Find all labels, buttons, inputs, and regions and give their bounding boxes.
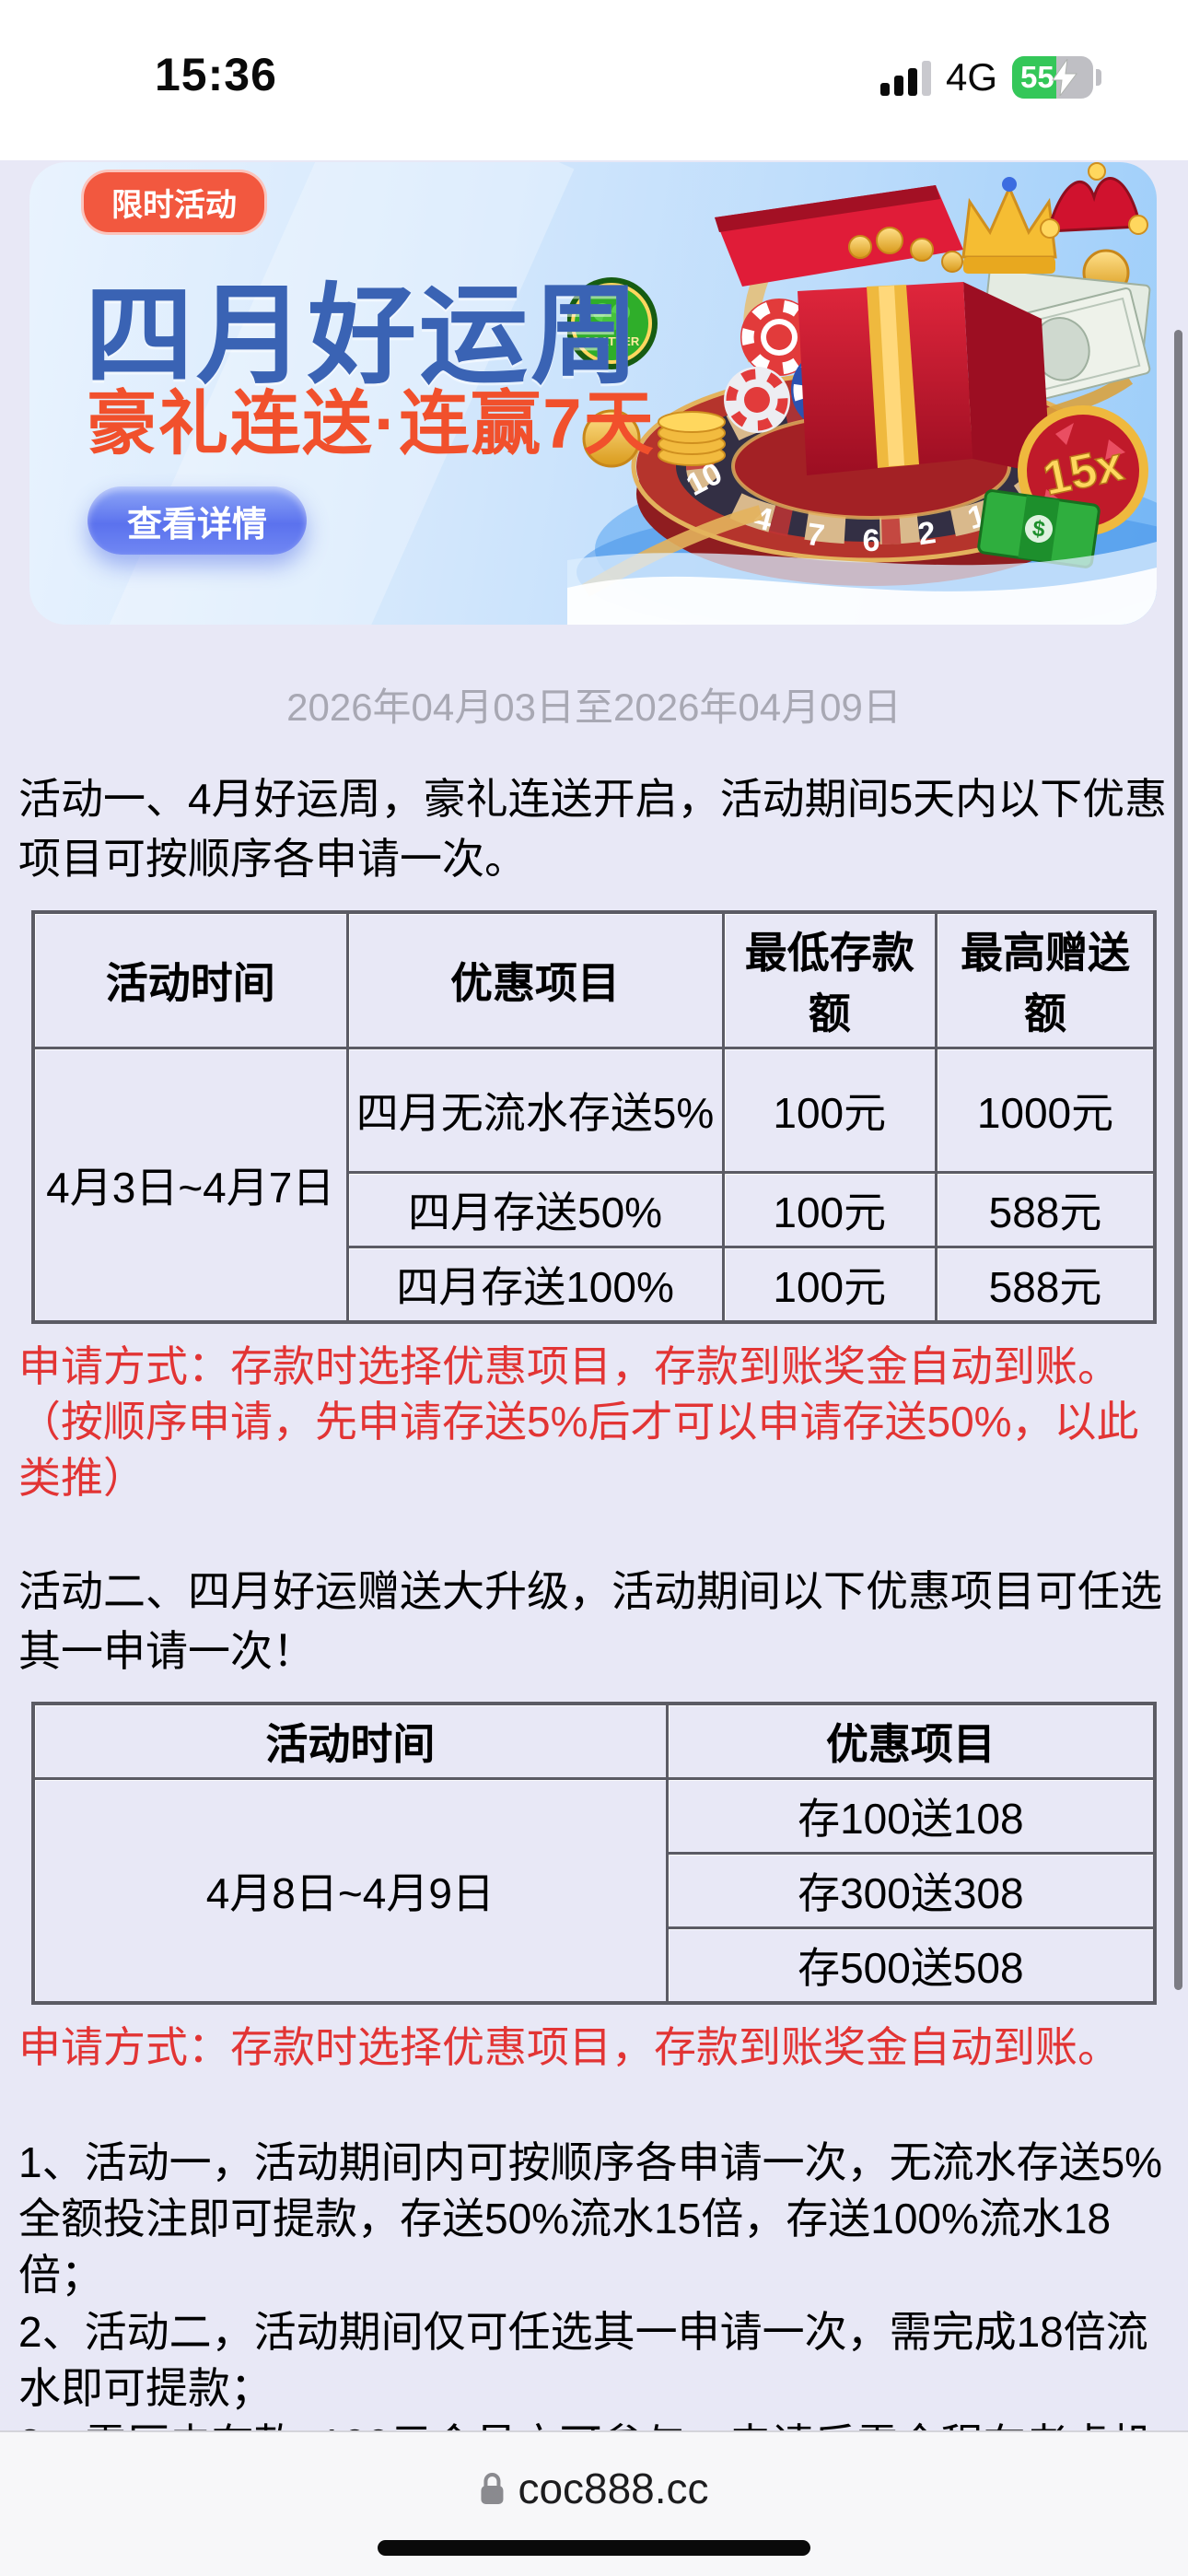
url-text: coc888.cc <box>518 2465 709 2512</box>
banner-subtitle: 豪礼连送·连赢7天 <box>87 385 656 463</box>
coin-stack <box>658 411 726 466</box>
table-row: 存500送508 <box>33 1926 1157 2005</box>
charging-bolt-icon <box>1052 59 1077 96</box>
activity1-intro: 活动一、4月好运周，豪礼连送开启，活动期间5天内以下优惠项目可按顺序各申请一次。 <box>18 775 1168 884</box>
item-cell: 四月存送50% <box>345 1170 725 1248</box>
min-deposit-cell: 100元 <box>721 1046 938 1174</box>
table-header-row: 活动时间 优惠项目 <box>31 1702 1157 1781</box>
item-cell: 存500送508 <box>665 1926 1157 2005</box>
crown-icon <box>961 177 1057 274</box>
table-row: 4月8日~4月9日 存100送108 <box>31 1777 1157 2005</box>
scrollbar[interactable] <box>1174 330 1182 1990</box>
col-header: 最低存款额 <box>721 910 938 1049</box>
col-header: 优惠项目 <box>665 1702 1157 1781</box>
activity2-intro: 活动二、四月好运赠送大升级，活动期间以下优惠项目可任选其一申请一次！ <box>18 1566 1162 1676</box>
joker-hat-icon <box>1040 162 1148 239</box>
lock-icon <box>481 2473 504 2504</box>
status-bar: 15:36 4G 55 <box>0 0 1188 160</box>
promo-page: 10 10 4 7 6 2 1 8 <box>0 160 1188 2432</box>
col-header: 最高赠送额 <box>934 910 1157 1049</box>
col-header: 优惠项目 <box>345 910 725 1049</box>
browser-bottom-bar: coc888.cc <box>0 2430 1188 2576</box>
item-cell: 四月存送100% <box>345 1245 725 1324</box>
activity1-table: 活动时间 优惠项目 最低存款额 最高赠送额 4月3日~4月7日 四月无流水存送5… <box>31 909 1157 1324</box>
address-bar[interactable]: coc888.cc <box>479 2464 709 2513</box>
battery-charging-icon: 55 <box>1012 56 1101 99</box>
time-cell: 4月3日~4月7日 <box>31 1046 349 1324</box>
svg-text:6: 6 <box>863 523 880 558</box>
max-bonus-cell: 588元 <box>934 1245 1157 1324</box>
banner-title: 四月好运周 <box>85 275 643 397</box>
promo-banner: 10 10 4 7 6 2 1 8 <box>29 162 1157 625</box>
white-wave <box>567 568 1157 625</box>
gold-coin-icon <box>582 409 641 468</box>
item-cell: 四月无流水存送5% <box>345 1046 725 1174</box>
col-header: 活动时间 <box>31 910 349 1049</box>
battery-percent: 55 <box>1020 60 1054 94</box>
activity2-table: 活动时间 优惠项目 4月8日~4月9日 存100送108 存300送308 存5… <box>31 1702 1157 2006</box>
apply-note-2: 申请方式：存款时选择优惠项目，存款到账奖金自动到账。 <box>18 2023 1120 2072</box>
terms-list: 1、活动一，活动期间内可按顺序各申请一次，无流水存送5%全额投注即可提款，存送5… <box>18 2135 1170 2432</box>
table-row: 4月3日~4月7日 四月无流水存送5% 100元 1000元 <box>31 1046 1157 1324</box>
home-indicator[interactable] <box>378 2540 810 2556</box>
apply-note-1: 申请方式：存款时选择优惠项目，存款到账奖金自动到账。（按顺序申请，先申请存送5%… <box>18 1341 1139 1503</box>
promo-illustration: 10 10 4 7 6 2 1 8 <box>567 162 1157 625</box>
limited-time-badge: 限时活动 <box>81 170 267 235</box>
min-deposit-cell: 100元 <box>721 1245 938 1324</box>
term-item: 2、活动二，活动期间仅可任选其一申请一次，需完成18倍流水即可提款； <box>18 2307 1148 2412</box>
term-item: 3、需历史存款≥100元会员方可参与，申请后需全程在老虎机游戏内进行投注，禁止购… <box>18 2417 1170 2432</box>
table-row: 四月存送100% 100元 588元 <box>33 1245 1157 1324</box>
view-details-button[interactable]: 查看详情 <box>87 486 307 555</box>
item-cell: 存300送308 <box>665 1852 1157 1930</box>
status-time: 15:36 <box>155 49 277 100</box>
date-range: 2026年04月03日至2026年04月09日 <box>286 685 902 729</box>
table-row: 四月存送50% 100元 588元 <box>33 1170 1157 1248</box>
max-bonus-cell: 588元 <box>934 1170 1157 1248</box>
item-cell: 存100送108 <box>665 1777 1157 1856</box>
table-row: 存300送308 <box>33 1852 1157 1930</box>
min-deposit-cell: 100元 <box>721 1170 938 1248</box>
max-bonus-cell: 1000元 <box>934 1046 1157 1174</box>
col-header: 活动时间 <box>31 1702 669 1781</box>
table-header-row: 活动时间 优惠项目 最低存款额 最高赠送额 <box>31 910 1157 1049</box>
time-cell: 4月8日~4月9日 <box>31 1777 669 2005</box>
status-indicators: 4G 55 <box>879 55 1101 100</box>
money-bundle-icon: $ <box>977 489 1101 568</box>
svg-text:$: $ <box>1031 516 1047 543</box>
network-type-label: 4G <box>945 55 997 99</box>
svg-text:SCATTER: SCATTER <box>584 334 640 348</box>
gift-box <box>715 185 1051 475</box>
cellular-signal-icon <box>879 59 931 96</box>
term-item: 1、活动一，活动期间内可按顺序各申请一次，无流水存送5%全额投注即可提款，存送5… <box>18 2138 1163 2300</box>
scatter-badge: SCATTER <box>567 277 658 369</box>
